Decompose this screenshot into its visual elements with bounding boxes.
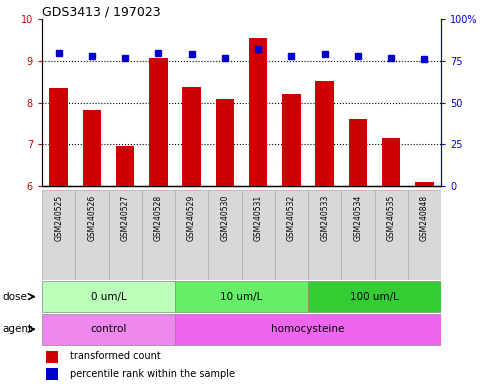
Text: GSM240527: GSM240527 <box>121 195 129 241</box>
Text: GSM240529: GSM240529 <box>187 195 196 241</box>
Bar <box>415 182 434 186</box>
Bar <box>42 314 175 345</box>
Text: homocysteine: homocysteine <box>271 324 345 334</box>
Text: control: control <box>90 324 127 334</box>
Bar <box>282 94 300 186</box>
Bar <box>349 119 367 186</box>
Text: 100 um/L: 100 um/L <box>350 291 399 302</box>
Bar <box>116 146 134 186</box>
Bar <box>49 88 68 186</box>
Bar <box>175 314 441 345</box>
Bar <box>216 99 234 186</box>
Text: 0 um/L: 0 um/L <box>91 291 127 302</box>
Bar <box>315 81 334 186</box>
Bar <box>149 58 168 186</box>
Bar <box>175 281 308 312</box>
Bar <box>374 190 408 280</box>
Text: percentile rank within the sample: percentile rank within the sample <box>70 369 235 379</box>
Text: GSM240535: GSM240535 <box>386 195 396 241</box>
Bar <box>46 351 58 363</box>
Bar <box>142 190 175 280</box>
Bar <box>42 190 75 280</box>
Bar <box>183 87 201 186</box>
Bar <box>42 281 175 312</box>
Text: GSM240526: GSM240526 <box>87 195 97 241</box>
Text: GDS3413 / 197023: GDS3413 / 197023 <box>42 5 161 18</box>
Bar <box>341 190 374 280</box>
Text: 10 um/L: 10 um/L <box>220 291 263 302</box>
Text: GSM240531: GSM240531 <box>254 195 263 241</box>
Text: GSM240525: GSM240525 <box>54 195 63 241</box>
Bar <box>83 110 101 186</box>
Bar <box>175 190 208 280</box>
Bar <box>382 138 400 186</box>
Bar <box>208 190 242 280</box>
Bar <box>249 38 267 186</box>
Text: GSM240533: GSM240533 <box>320 195 329 241</box>
Text: agent: agent <box>2 324 32 334</box>
Text: GSM240848: GSM240848 <box>420 195 429 241</box>
Text: GSM240530: GSM240530 <box>220 195 229 241</box>
Bar <box>408 190 441 280</box>
Bar <box>308 190 341 280</box>
Text: GSM240528: GSM240528 <box>154 195 163 241</box>
Bar <box>75 190 109 280</box>
Bar <box>46 368 58 380</box>
Bar <box>109 190 142 280</box>
Text: GSM240532: GSM240532 <box>287 195 296 241</box>
Text: transformed count: transformed count <box>70 351 161 361</box>
Bar <box>308 281 441 312</box>
Bar <box>242 190 275 280</box>
Bar <box>275 190 308 280</box>
Text: dose: dose <box>2 291 27 302</box>
Text: GSM240534: GSM240534 <box>354 195 362 241</box>
